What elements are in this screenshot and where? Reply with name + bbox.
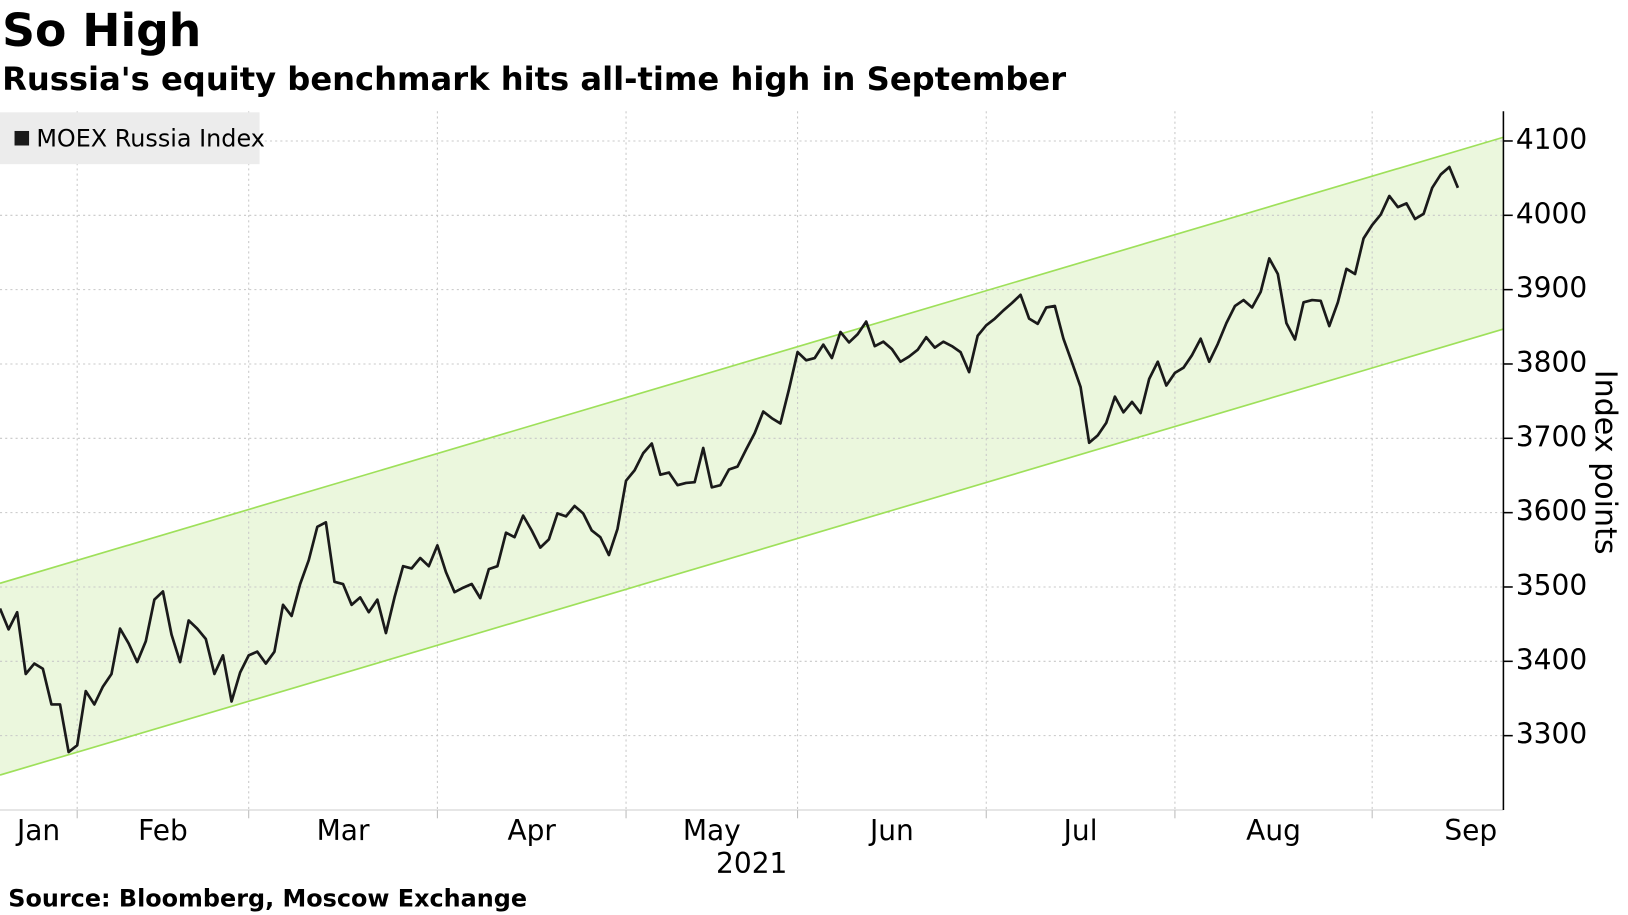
x-axis-label: 2021	[716, 847, 787, 880]
x-tick-label: Mar	[317, 814, 370, 847]
channel-upper	[0, 136, 1504, 585]
x-tick-label: Aug	[1246, 814, 1301, 847]
chart-subtitle: Russia's equity benchmark hits all-time …	[2, 60, 1066, 98]
y-tick-label: 4100	[1516, 123, 1587, 156]
chart-title: So High	[2, 4, 201, 57]
channel-band	[0, 137, 1504, 776]
x-tick-label: Feb	[138, 814, 188, 847]
legend-box	[0, 112, 260, 165]
y-tick-label: 3600	[1516, 495, 1587, 528]
x-tick-label: Jul	[1062, 814, 1098, 847]
source-note: Source: Bloomberg, Moscow Exchange	[8, 884, 527, 912]
legend-label: MOEX Russia Index	[36, 124, 265, 152]
y-tick-label: 3300	[1516, 718, 1587, 751]
y-tick-label: 3500	[1516, 569, 1587, 602]
x-tick-label: Jan	[15, 814, 60, 847]
y-tick-label: 4000	[1516, 197, 1587, 230]
y-tick-label: 3700	[1516, 420, 1587, 453]
x-tick-label: Sep	[1444, 814, 1497, 847]
x-tick-label: May	[683, 814, 741, 847]
y-tick-label: 3900	[1516, 272, 1587, 305]
y-tick-label: 3400	[1516, 643, 1587, 676]
y-tick-label: 3800	[1516, 346, 1587, 379]
y-axis-label: Index points	[1588, 370, 1623, 555]
channel-lower	[0, 328, 1504, 776]
x-tick-label: Jun	[868, 814, 914, 847]
line-series	[0, 165, 1460, 754]
legend-swatch	[14, 130, 30, 146]
x-tick-label: Apr	[507, 814, 556, 847]
